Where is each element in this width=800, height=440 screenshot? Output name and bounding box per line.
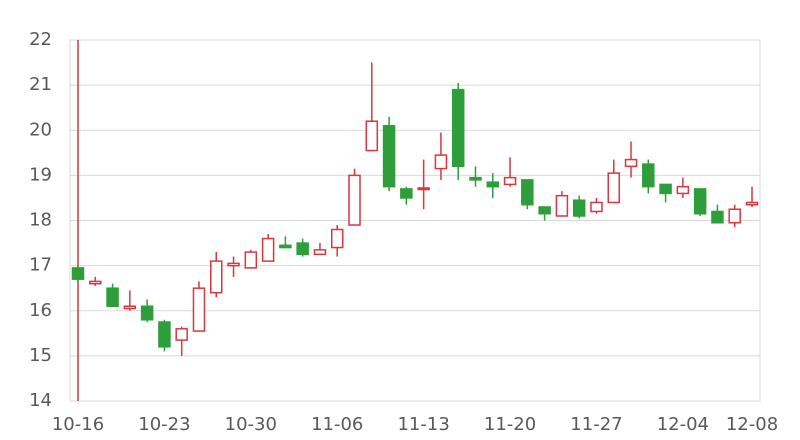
candle-body: [175, 328, 188, 341]
candle-body: [642, 163, 655, 188]
candle-body: [711, 210, 724, 224]
y-tick-label: 19: [29, 164, 52, 185]
candle-body: [348, 174, 361, 226]
y-tick-label: 20: [29, 119, 52, 140]
candle-body: [659, 183, 672, 195]
candle-body: [89, 280, 102, 285]
candle-body: [555, 194, 569, 217]
x-tick-label: 10-30: [225, 414, 277, 435]
candle-body: [434, 154, 448, 170]
candle-body: [365, 120, 379, 152]
candle-body: [572, 199, 586, 217]
x-tick-label: 12-08: [726, 414, 778, 435]
candle-body: [417, 187, 430, 191]
candle-body: [244, 251, 258, 269]
candle-body: [590, 201, 603, 213]
candle-body: [313, 249, 327, 256]
candle-body: [330, 228, 344, 249]
candle-body: [538, 206, 551, 215]
candle-body: [140, 305, 154, 321]
x-tick-label: 11-13: [397, 414, 449, 435]
candle-body: [521, 179, 534, 206]
candle-body: [607, 172, 620, 204]
y-tick-label: 21: [29, 74, 52, 95]
candle-body: [693, 188, 707, 215]
x-tick-label: 10-23: [138, 414, 190, 435]
candle-body: [106, 287, 119, 307]
candle-body: [279, 244, 292, 249]
candle-body: [123, 305, 137, 310]
candle-body: [676, 185, 690, 195]
candle-body: [382, 124, 396, 188]
candle-body: [210, 260, 223, 294]
candle-body: [624, 158, 638, 168]
candle-body: [158, 321, 171, 348]
candle-body: [503, 176, 517, 186]
x-tick-label: 12-04: [657, 414, 709, 435]
x-tick-label: 11-20: [484, 414, 536, 435]
candle-body: [71, 267, 85, 280]
y-tick-label: 17: [29, 255, 52, 276]
y-tick-label: 15: [29, 345, 52, 366]
x-tick-label: 11-27: [570, 414, 622, 435]
y-tick-label: 16: [29, 300, 52, 321]
y-tick-label: 22: [29, 29, 52, 50]
candle-body: [261, 237, 275, 262]
candle-body: [451, 88, 465, 168]
candle-body: [192, 287, 206, 332]
y-tick-label: 14: [29, 390, 52, 411]
candle-body: [728, 208, 741, 224]
candle-body: [486, 181, 500, 188]
candle-body: [296, 242, 309, 256]
y-tick-label: 18: [29, 210, 52, 231]
x-tick-label: 11-06: [311, 414, 363, 435]
candle-body: [745, 201, 759, 206]
candle-body: [400, 188, 413, 199]
x-tick-label: 10-16: [52, 414, 104, 435]
candle-body: [227, 262, 240, 267]
candle-body: [469, 176, 482, 181]
